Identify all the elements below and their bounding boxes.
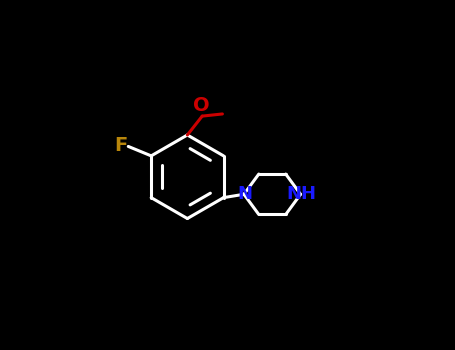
Text: F: F (114, 135, 127, 155)
Text: NH: NH (286, 185, 316, 203)
Text: N: N (237, 185, 252, 203)
Text: O: O (192, 96, 209, 115)
